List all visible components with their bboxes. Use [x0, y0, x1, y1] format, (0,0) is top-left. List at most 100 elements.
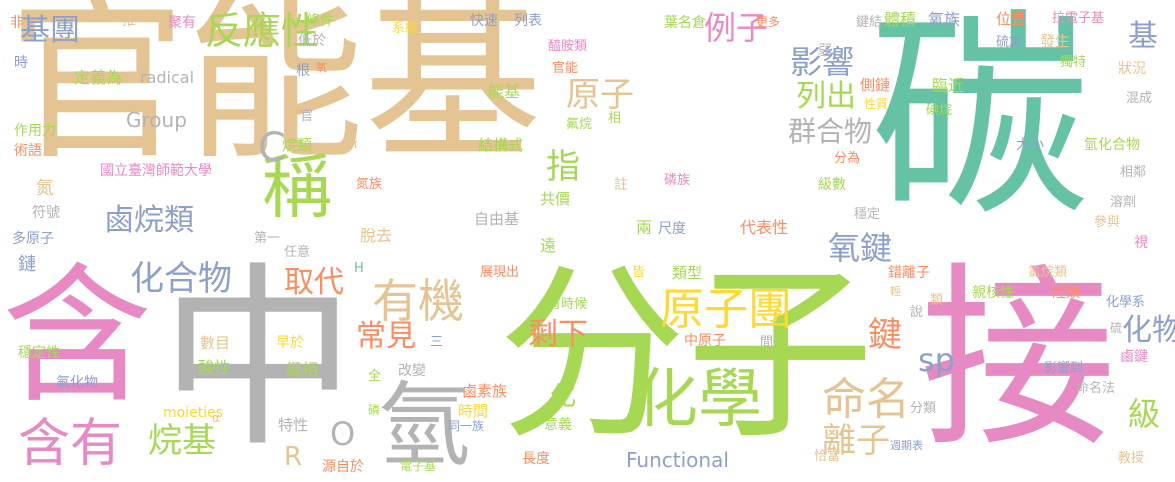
word-gong-jia: 共價	[540, 190, 571, 208]
word-jian-between: 間	[760, 335, 774, 350]
word-fen-lei: 分類	[910, 401, 937, 416]
word-hua-he-wu: 化合物	[130, 259, 232, 299]
word-ce-lian: 側鏈	[860, 76, 891, 94]
word-xi-tong: 系統	[392, 21, 419, 36]
word-jian-xiang: 鍵相	[286, 360, 319, 379]
word-zhong: 中	[160, 246, 357, 474]
word-duo-yuan-zi: 多原子	[12, 231, 54, 247]
word-zhu: 註	[614, 177, 628, 193]
word-lian: 鏈	[18, 254, 36, 275]
word-lin-jin: 臨近	[932, 76, 965, 95]
word-rong-ji: 溶劑	[1110, 195, 1137, 210]
word-lie-biao: 列表	[514, 13, 542, 29]
word-ji-single: 基	[1128, 19, 1158, 54]
word-qun-he-wu: 群合物	[788, 115, 873, 148]
word-hua-wu: 化物	[1122, 313, 1175, 348]
word-alpha: α	[212, 411, 220, 425]
word-wan-lei: 烷類	[282, 136, 313, 154]
word-qia-dang: 恰當	[814, 449, 841, 464]
word-xing-zhi: 性質	[864, 97, 889, 111]
word-da-xiao: 大小	[1016, 137, 1044, 153]
word-xi-an-lei: 醯胺類	[548, 39, 588, 54]
word-can-yu: 參與	[1094, 215, 1121, 230]
word-ming-ming-fa: 命名法	[1076, 381, 1116, 396]
word-liu: 硫	[1110, 321, 1123, 335]
word-jie-all: 皆	[632, 265, 646, 280]
word-yang-jian: 氧鍵	[828, 229, 893, 267]
word-moieties: moieties	[163, 405, 223, 421]
word-shu-yu: 術語	[14, 143, 42, 159]
word-shu-mu: 數目	[200, 334, 231, 352]
word-zhan-xian-chu: 展現出	[480, 265, 520, 280]
word-qing-light: 輕	[890, 285, 901, 298]
word-fu-hua-wu: 氟化物	[56, 375, 98, 391]
word-ting-lei: 烴類	[1052, 285, 1080, 301]
word-yuan-zi: 原子	[566, 75, 634, 115]
word-san: 三	[430, 335, 444, 350]
word-di-yi: 第一	[254, 231, 281, 246]
word-jie: 接	[920, 246, 1117, 474]
word-zhou-qi-biao: 週期表	[890, 439, 923, 452]
word-lei: 類	[930, 293, 944, 308]
word-quan: 全	[368, 369, 382, 384]
word-zhong-yuan-zi: 中原子	[684, 333, 726, 349]
word-jian-jie: 鍵結	[856, 15, 883, 30]
word-du-te: 獨特	[1060, 55, 1087, 70]
word-ding-yi-wei: 定義為	[74, 68, 123, 87]
word-qu-dai: 取代	[284, 265, 344, 300]
word-ming-ming: 命名	[822, 374, 910, 425]
word-ying-xiang: 影響	[790, 43, 855, 81]
word-liang: 兩	[636, 218, 653, 237]
word-yi-yi: 意義	[544, 417, 572, 433]
word-ntnu: 國立臺灣師範大學	[100, 163, 212, 179]
word-neng-ji: 能基	[488, 82, 521, 101]
word-gen: 根	[296, 63, 310, 79]
word-fu-hao: 符號	[32, 205, 60, 221]
word-dian-wan: 碘烷	[926, 103, 953, 118]
word-shi-see: 視	[1134, 235, 1148, 251]
word-yang: 氧	[316, 61, 327, 74]
word-li-zi: 例子	[704, 9, 769, 47]
word-lin-zu: 磷族	[664, 173, 691, 188]
word-cuo-li-zi: 錯離子	[888, 265, 930, 281]
word-fen-zi: 分子	[498, 246, 874, 465]
word-group: Group	[126, 108, 187, 132]
word-qing: 氫	[378, 372, 471, 479]
word-kuai-su: 快速	[470, 13, 498, 29]
word-dan: 氮	[36, 178, 54, 199]
word-suan-xing: 酸性	[198, 358, 231, 377]
word-la-dian-zi-ji: 拉電子基	[1052, 11, 1105, 26]
word-zuo-yong-li: 作用力	[14, 123, 56, 139]
word-h: H	[354, 261, 364, 276]
word-guan-neng: 官能	[552, 61, 579, 76]
word-hua-xue-xi: 化學系	[1106, 295, 1146, 310]
word-tui: 推	[122, 13, 136, 29]
word-tiao-jian: 條件	[306, 13, 334, 29]
word-liu-zu: 硫族	[996, 35, 1023, 50]
word-te-xing: 特性	[278, 416, 309, 434]
word-hua-xue: 化學	[634, 363, 762, 437]
word-fan-ying-xing: 反應性	[205, 9, 320, 53]
word-zao-yu: 早於	[276, 335, 304, 351]
word-yang-zu: 氧族	[928, 10, 961, 29]
word-ti-ji: 體積	[884, 10, 917, 29]
word-shuo: 說	[910, 305, 924, 320]
word-han-you: 含有	[18, 414, 123, 474]
word-lu-jian: 鹵鍵	[1120, 349, 1148, 365]
word-sp: sp	[918, 341, 955, 379]
word-tan: 碳	[870, 0, 1091, 246]
word-zhi: 指	[546, 147, 580, 187]
word-fa-sheng: 發生	[1040, 32, 1071, 50]
word-fu-wan: 氟烷	[566, 117, 593, 132]
word-chi-du: 尺度	[658, 221, 686, 237]
word-gai-bian: 改變	[398, 363, 426, 379]
word-sheng-xia: 剩下	[528, 317, 588, 352]
word-ji-level: 級	[1128, 395, 1161, 433]
word-di-yu: 低於	[298, 33, 326, 49]
word-wen-ding-xing: 穩定性	[18, 345, 60, 361]
word-yuan: 遠	[540, 236, 557, 255]
word-dai-biao-xing: 代表性	[740, 218, 789, 237]
word-cheng: 稱	[262, 146, 332, 228]
word-fei: 非	[10, 15, 24, 31]
word-ji-tuan: 基團	[20, 13, 80, 48]
